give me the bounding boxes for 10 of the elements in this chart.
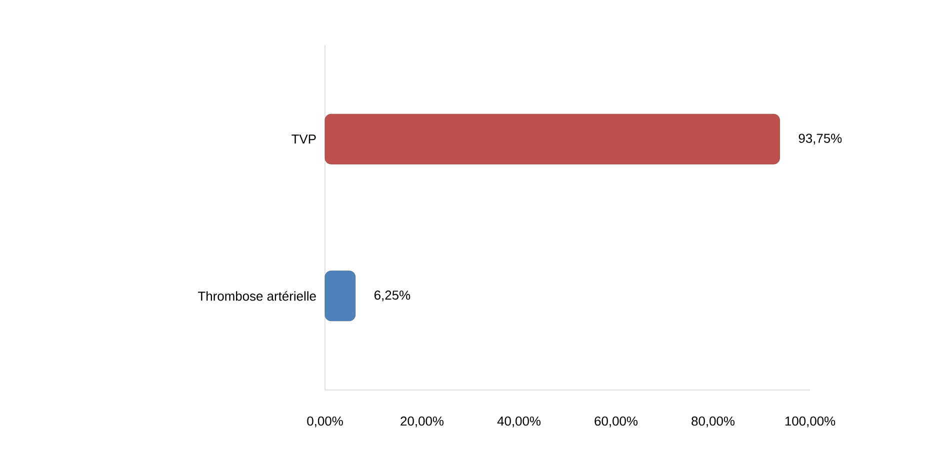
x-tick-label: 100,00% [785, 416, 836, 428]
x-tick-label: 20,00% [400, 416, 444, 428]
y-tick-label: Thrombose artérielle [198, 291, 316, 301]
x-tick-label: 80,00% [692, 416, 735, 428]
x-tick-label: 0,00% [307, 416, 343, 428]
data-label: 93,75% [798, 134, 842, 144]
y-tick-label: TVP [292, 134, 316, 144]
data-label: 6,25% [374, 290, 410, 302]
x-tick-label: 40,00% [497, 416, 541, 428]
x-tick-label: 60,00% [594, 416, 638, 428]
